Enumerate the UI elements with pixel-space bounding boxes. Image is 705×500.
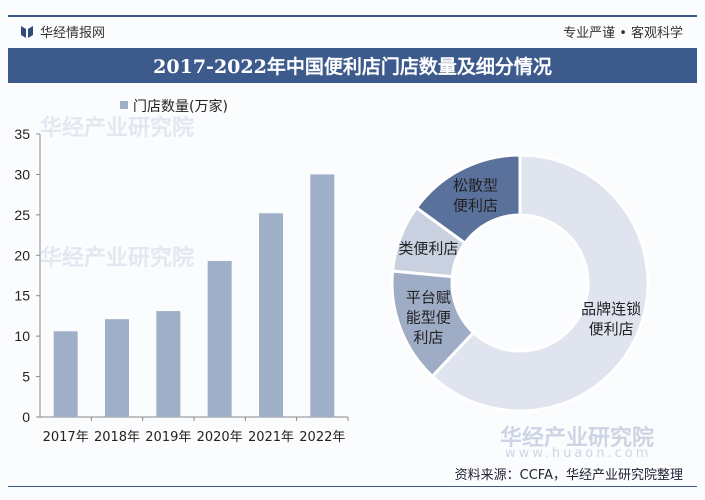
brand-logo-icon — [21, 25, 33, 38]
y-tick-label: 10 — [14, 328, 30, 344]
x-tick-label: 2017年 — [43, 430, 89, 445]
y-tick-label: 25 — [14, 207, 30, 223]
legend-label: 门店数量(万家) — [133, 98, 228, 115]
bottom-divider — [8, 486, 697, 487]
brand: 华经情报网 — [20, 22, 105, 41]
slogan: 专业严谨 • 客观科学 — [563, 26, 683, 41]
donut-slice-3 — [414, 153, 522, 246]
legend-swatch — [120, 101, 128, 109]
bar-2020年 — [207, 260, 232, 417]
x-tick-label: 2019年 — [145, 430, 191, 445]
y-tick-label: 0 — [22, 409, 30, 425]
x-tick-label: 2021年 — [248, 430, 294, 445]
top-divider — [8, 15, 697, 17]
y-tick-label: 35 — [14, 126, 30, 142]
donut-label-2: 类便利店 — [398, 239, 458, 257]
y-tick-label: 20 — [14, 247, 30, 263]
bar-2019年 — [156, 311, 181, 417]
x-tick-label: 2022年 — [299, 430, 345, 445]
x-tick-label: 2018年 — [94, 430, 140, 445]
donut-label-3: 松散型便利店 — [453, 177, 498, 215]
brand-name: 华经情报网 — [40, 26, 106, 41]
chart-title: 2017-2022年中国便利店门店数量及细分情况 — [8, 48, 697, 83]
y-tick-label: 5 — [22, 369, 30, 385]
watermark-text: 华经产业研究院 — [40, 246, 195, 271]
bar-2017年 — [53, 331, 78, 417]
bar-2021年 — [259, 213, 283, 417]
bar-2022年 — [310, 174, 335, 417]
donut-slice-0 — [430, 153, 650, 413]
y-tick-label: 15 — [14, 288, 30, 304]
y-tick-label: 30 — [14, 166, 30, 182]
donut-label-1: 平台赋能型便利店 — [406, 289, 451, 347]
bar-2018年 — [105, 319, 129, 417]
watermark-text: 华经产业研究院 — [40, 116, 195, 141]
donut-label-0: 品牌连锁便利店 — [581, 300, 641, 338]
x-tick-label: 2020年 — [197, 430, 243, 445]
source-note: 资料来源：CCFA，华经产业研究院整理 — [454, 468, 683, 483]
watermark-url: www.huaon.com — [505, 446, 652, 461]
watermark-logo-text: 华经产业研究院 — [500, 426, 655, 451]
